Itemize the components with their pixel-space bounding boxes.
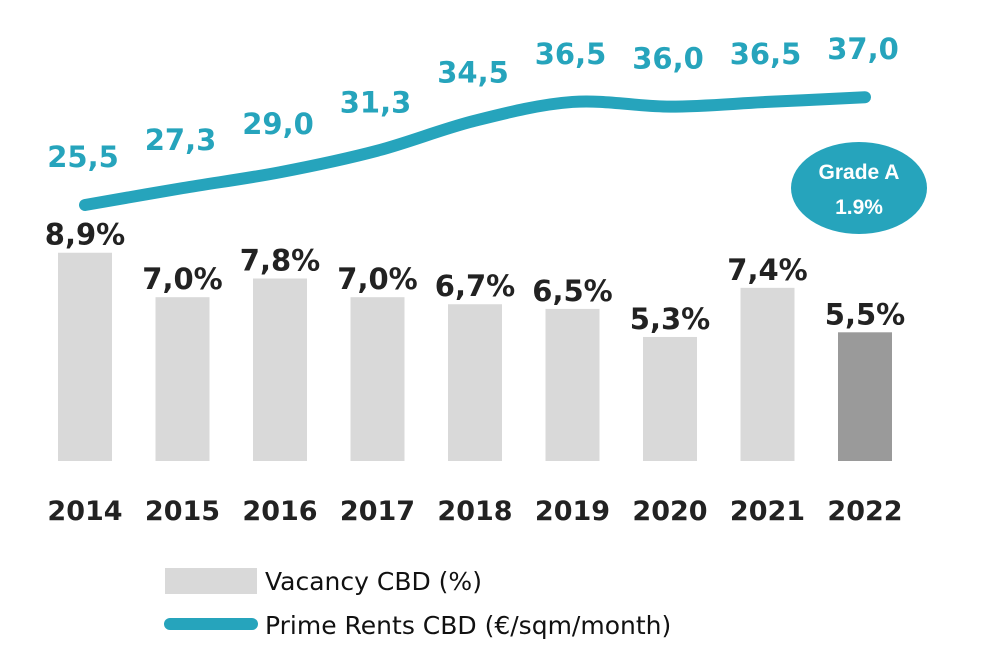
vacancy-bar-2022	[838, 332, 892, 461]
rent-label-2015: 27,3	[145, 123, 217, 157]
vacancy-bar-2014	[58, 252, 112, 461]
x-tick-label-2015: 2015	[145, 496, 220, 527]
vacancy-label-2017: 7,0%	[337, 262, 417, 296]
vacancy-bar-2018	[448, 304, 502, 461]
vacancy-bar-2015	[155, 297, 210, 461]
rent-label-2021: 36,5	[730, 37, 802, 71]
vacancy-data-labels: 8,9% 7,0% 7,8% 7,0% 6,7% 6,5% 5,3% 7,4% 5,5%	[45, 218, 905, 336]
x-tick-label-2018: 2018	[437, 496, 512, 527]
vacancy-bar-2020	[643, 336, 697, 461]
vacancy-label-2016: 7,8%	[240, 243, 320, 277]
grade-a-badge: Grade A 1.9%	[791, 142, 927, 234]
legend: Vacancy CBD (%) Prime Rents CBD (€/sqm/m…	[164, 567, 671, 640]
grade-a-badge-value: 1.9%	[835, 196, 883, 219]
x-tick-label-2017: 2017	[340, 496, 415, 527]
vacancy-bar-2016	[253, 278, 307, 461]
legend-vacancy-swatch	[165, 568, 257, 594]
x-tick-label-2014: 2014	[47, 496, 122, 527]
legend-vacancy-label: Vacancy CBD (%)	[265, 567, 482, 596]
vacancy-label-2021: 7,4%	[727, 253, 807, 287]
grade-a-badge-background	[791, 142, 927, 234]
rent-label-2022: 37,0	[827, 32, 899, 66]
rent-label-2019: 36,5	[535, 37, 607, 71]
vacancy-label-2022: 5,5%	[825, 297, 905, 331]
vacancy-label-2019: 6,5%	[532, 274, 612, 308]
vacancy-label-2014: 8,9%	[45, 218, 125, 252]
prime-rents-data-labels: 25,5 27,3 29,0 31,3 34,5 36,5 36,0 36,5 37,0	[47, 32, 899, 174]
x-axis-tick-labels: 2014 2015 2016 2017 2018 2019 2020 2021 2022	[47, 496, 902, 527]
x-tick-label-2021: 2021	[730, 496, 805, 527]
prime-rents-line	[79, 91, 871, 211]
rent-label-2016: 29,0	[242, 107, 314, 141]
x-tick-label-2016: 2016	[242, 496, 317, 527]
vacancy-bar-2017	[350, 297, 405, 461]
x-tick-label-2022: 2022	[827, 496, 902, 527]
x-tick-label-2020: 2020	[632, 496, 707, 527]
rent-label-2020: 36,0	[632, 42, 704, 76]
rent-label-2014: 25,5	[47, 140, 119, 174]
grade-a-badge-title: Grade A	[819, 161, 900, 184]
rent-label-2017: 31,3	[340, 86, 412, 120]
x-tick-label-2019: 2019	[535, 496, 610, 527]
vacancy-label-2018: 6,7%	[435, 269, 515, 303]
legend-prime-rents-label: Prime Rents CBD (€/sqm/month)	[265, 611, 671, 640]
vacancy-bar-2021	[740, 287, 795, 461]
vacancy-bars	[58, 252, 892, 461]
rent-label-2018: 34,5	[437, 56, 509, 90]
vacancy-label-2020: 5,3%	[630, 302, 710, 336]
vacancy-label-2015: 7,0%	[142, 262, 222, 296]
vacancy-bar-2019	[545, 308, 600, 461]
